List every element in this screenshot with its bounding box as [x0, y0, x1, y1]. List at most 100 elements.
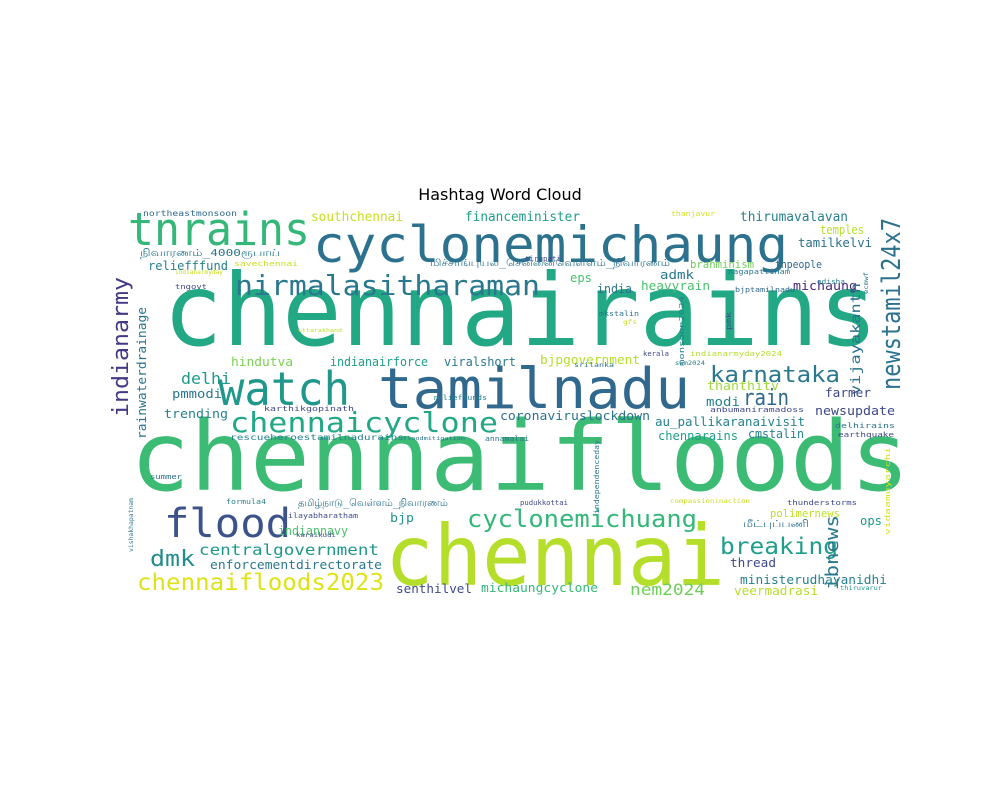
- word-newstamil24x7: newstamil24x7: [877, 218, 907, 390]
- word-chennaifloods2023: chennaifloods2023: [137, 570, 384, 596]
- word-bjptamilnadu: bjptamilnadu: [735, 286, 795, 294]
- word-senthilvel: senthilvel: [396, 582, 472, 596]
- word-karnataka: karnataka: [710, 363, 840, 388]
- word-thread: thread: [730, 556, 776, 570]
- word-independenceday: independenceday: [593, 440, 601, 514]
- word-delhirains: delhirains: [835, 422, 895, 430]
- word-vishakhapatnam: vishakhapatnam: [128, 498, 135, 552]
- word-brahminism: brahminism: [690, 258, 754, 271]
- word-tirupati: tirupati: [525, 255, 561, 263]
- word-chennaicyclone: chennaicyclone: [230, 406, 498, 439]
- word-floodmitigation: floodmitigation: [403, 436, 465, 442]
- word-indianarmyday2024: indianarmyday2024: [690, 350, 782, 358]
- word-chennai: chennai: [385, 507, 725, 605]
- word-earthquake: earthquake: [838, 431, 894, 439]
- word-hindutva: hindutva: [231, 355, 293, 369]
- word-nem2024: nem2024: [630, 580, 705, 599]
- word-tnrains: tnrains: [128, 203, 310, 256]
- word-swm2024: swm2024: [675, 360, 705, 367]
- word-srilanka: srilanka: [574, 362, 615, 369]
- word-ecmwf: ecmwf: [863, 272, 870, 294]
- word-farmer: farmer: [825, 386, 871, 400]
- word-trending: trending: [164, 407, 228, 421]
- word-flood: flood: [164, 501, 291, 547]
- word-thanjavur: thanjavur: [671, 210, 715, 218]
- word-thiruvarur: thiruvarur: [840, 585, 882, 592]
- word-pmmodi: pmmodi: [172, 387, 222, 401]
- word-thunderstorms: thunderstorms: [787, 499, 857, 507]
- word-hashtag-tamil-4000: நிவாரணம்_4000ரூபாய்: [140, 248, 280, 259]
- word-rescueheroestamilnadurains: rescueheroestamilnadurains: [230, 433, 404, 442]
- word-thanthitv: thanthitv: [707, 379, 779, 393]
- word-michaung: michaung: [793, 279, 857, 293]
- word-chennarains: chennarains: [658, 429, 738, 443]
- word-indianarmyday: indianarmyday: [175, 269, 223, 276]
- word-ministerudhayanidhi: ministerudhayanidhi: [740, 573, 887, 587]
- word-southchennai: southchennai: [311, 210, 403, 225]
- word-rain: rain: [743, 386, 789, 411]
- word-pmk: pmk: [725, 311, 733, 330]
- word-michaungcyclone: michaungcyclone: [481, 581, 598, 595]
- word-india: india: [597, 282, 632, 296]
- word-karaikudi: karaikudi: [296, 532, 336, 539]
- word-ilayabharatham: ilayabharatham: [288, 512, 358, 520]
- word-tamilkelvi: tamilkelvi: [798, 236, 872, 250]
- word-nagapattinam: nagapattinam: [728, 268, 790, 276]
- word-coronaviruslockdown: coronaviruslockdown: [500, 409, 650, 423]
- word-modi: modi: [706, 395, 740, 409]
- word-cmstalin: cmstalin: [748, 427, 804, 441]
- word-kerala: kerala: [643, 350, 669, 358]
- word-au-pallikaranaivisit: au_pallikaranaivisit: [655, 415, 805, 429]
- word-cyclonemichuang: cyclonemichuang: [467, 505, 697, 533]
- word-hashtag-tamil-short: தமிழ்நாடு_வெள்ளம்_நிவாரணம்: [298, 498, 448, 509]
- word-delhi: delhi: [181, 369, 231, 388]
- word-polimernews: polimernews: [770, 507, 840, 520]
- word-karthikgopinath: karthikgopinath: [264, 405, 354, 413]
- word-ibnews: ibnews: [822, 515, 843, 590]
- chart-title: Hashtag Word Cloud: [418, 185, 582, 204]
- word-compassioninaction: compassioninaction: [670, 498, 750, 505]
- word-cyclonemichaung: cyclonemichaung: [313, 216, 788, 274]
- word-northeastmonsoon: northeastmonsoon: [143, 209, 237, 218]
- word-pudukkottai: pudukkottai: [520, 499, 568, 507]
- word-rainwaterdrainage: rainwaterdrainage: [135, 307, 149, 439]
- word-anbumaniramadoss: anbumaniramadoss: [710, 406, 804, 414]
- word-thirumavalavan: thirumavalavan: [740, 210, 848, 225]
- word-gfs: gfs: [623, 319, 637, 326]
- word-newsupdate: newsupdate: [815, 404, 895, 418]
- word-temples: temples: [820, 223, 864, 237]
- word-eps: eps: [570, 271, 592, 285]
- word-reliefffund: reliefffund: [148, 259, 228, 273]
- word-hashtag-tamil-rescue: மீட்புப்பணி: [743, 519, 809, 530]
- word-ops: ops: [860, 514, 882, 528]
- word-annamalai: annamalai: [485, 435, 529, 443]
- word-vijayakanth: vijayakanth: [849, 283, 864, 395]
- word-tamilnadu: tamilnadu: [378, 357, 690, 422]
- word-breaking: breaking: [720, 534, 838, 560]
- word-formula4: formula4: [226, 498, 266, 506]
- word-indianairforce: indianairforce: [330, 355, 428, 369]
- word-monsoon2024: monsoon2024: [678, 296, 686, 366]
- word-dmk: dmk: [150, 547, 195, 572]
- word-odisha: odisha: [817, 278, 845, 286]
- word-admk: admk: [660, 268, 695, 282]
- word-indiannavy: indiannavy: [278, 524, 348, 538]
- word-vidaamuyarchi: vidaamuyarchi: [884, 447, 892, 535]
- word-enforcementdirectorate: enforcementdirectorate: [210, 558, 382, 572]
- word-chennaifloods: chennaifloods: [130, 401, 910, 513]
- word-tnpeople: tnpeople: [775, 258, 822, 271]
- word-hashtag-tamil-long: மிச்சாங்புயல்_சென்னைவெள்ளம்_நிவாரணம்: [430, 258, 670, 269]
- word-indianarmy: indianarmy: [109, 277, 134, 417]
- word-uttarakhand: uttarakhand: [298, 328, 342, 334]
- word-relieffunds: relieffunds: [433, 394, 487, 402]
- word-nirmalasitharaman: nirmalasitharaman: [235, 269, 540, 302]
- word-heavyrain: heavyrain: [641, 279, 710, 293]
- word-chennairains: chennairains: [163, 252, 878, 369]
- word-centralgovernment: centralgovernment: [199, 541, 379, 559]
- word-savechennai: savechennai: [234, 260, 298, 268]
- word-tngovt: tngovt: [175, 283, 207, 291]
- word-financeminister: financeminister: [465, 210, 580, 225]
- word-mkstalin: mkstalin: [599, 310, 639, 318]
